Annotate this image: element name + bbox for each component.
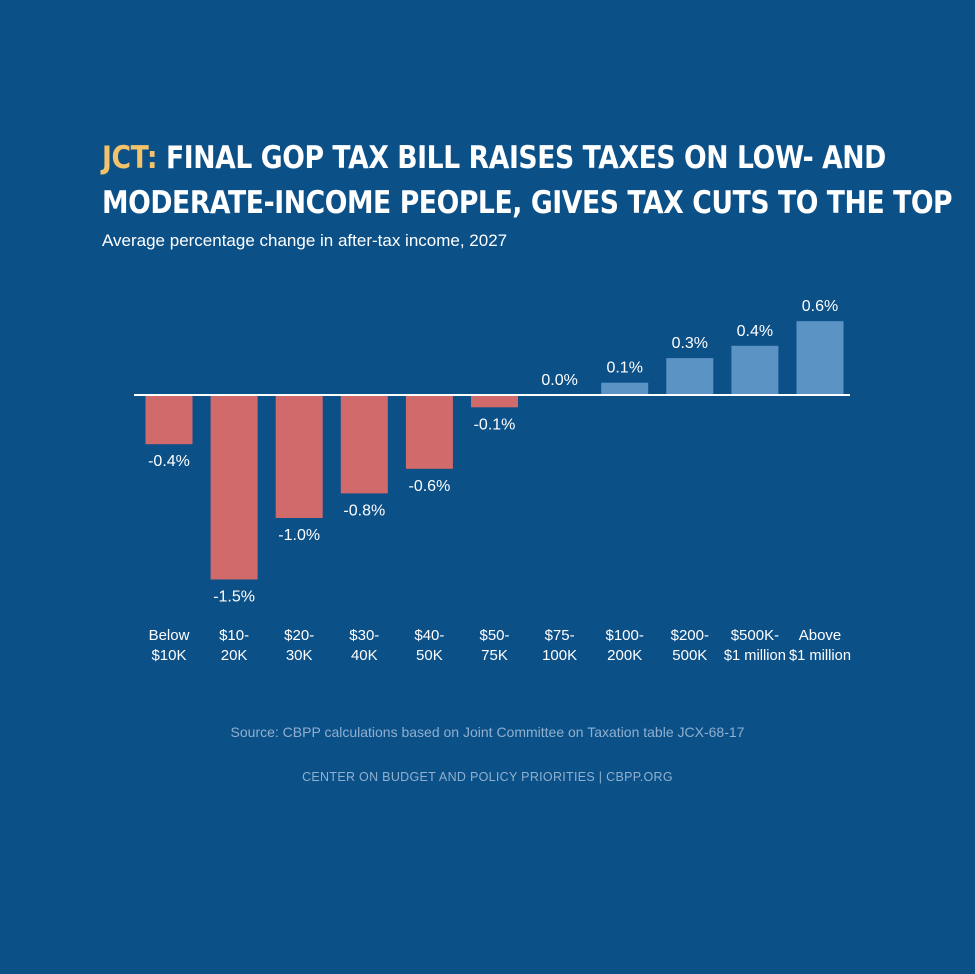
data-label: 0.3%	[672, 335, 708, 352]
data-label: -0.6%	[409, 478, 451, 495]
source-note: Source: CBPP calculations based on Joint…	[230, 724, 745, 740]
title-accent: JCT:	[102, 140, 158, 176]
category-label: 20K	[221, 647, 248, 664]
category-label: 40K	[351, 647, 378, 664]
category-label: 50K	[416, 647, 443, 664]
bar	[275, 395, 323, 518]
bar	[601, 382, 649, 395]
data-label: -0.8%	[343, 502, 385, 519]
data-label: -0.4%	[148, 453, 190, 470]
data-label: -1.0%	[278, 527, 320, 544]
category-label: $40-	[414, 627, 444, 644]
organization-credit: CENTER ON BUDGET AND POLICY PRIORITIES |…	[302, 770, 673, 784]
category-label: 75K	[481, 647, 508, 664]
data-label: 0.1%	[606, 360, 642, 377]
data-label: 0.6%	[802, 298, 838, 315]
data-label: 0.0%	[541, 372, 577, 389]
bar	[340, 395, 388, 494]
bar	[796, 321, 844, 395]
category-label: Below	[149, 627, 190, 644]
bar	[731, 345, 779, 395]
bar	[666, 358, 714, 395]
category-label: 100K	[542, 647, 577, 664]
data-label: -0.1%	[474, 416, 516, 433]
category-label: $75-	[545, 627, 575, 644]
title-line-1: JCT: FINAL GOP TAX BILL RAISES TAXES ON …	[102, 136, 886, 181]
category-label: $1 million	[789, 647, 851, 664]
bar	[145, 395, 193, 445]
category-label: $1 million	[724, 647, 786, 664]
category-label: $50-	[479, 627, 509, 644]
bar-chart: -0.4% Below $10K -1.5% $10- 20K -1.0% $20- 30K -0…	[134, 298, 851, 664]
bar	[405, 395, 453, 469]
category-label: $10K	[151, 647, 186, 664]
bar	[471, 395, 518, 408]
title-line-1-text: FINAL GOP TAX BILL RAISES TAXES ON LOW- …	[157, 140, 886, 176]
category-label: 500K	[672, 647, 707, 664]
category-label: $30-	[349, 627, 379, 644]
category-label: $20-	[284, 627, 314, 644]
category-label: 30K	[286, 647, 313, 664]
category-label: $100-	[606, 627, 644, 644]
category-label: $10-	[219, 627, 249, 644]
category-label: 200K	[607, 647, 642, 664]
data-label: -1.5%	[213, 589, 255, 606]
category-label: $200-	[671, 627, 709, 644]
category-label: $500K-	[731, 627, 779, 644]
bar	[210, 395, 258, 580]
category-label: Above	[799, 627, 842, 644]
data-label: 0.4%	[737, 323, 773, 340]
chart-subtitle: Average percentage change in after-tax i…	[102, 231, 508, 250]
